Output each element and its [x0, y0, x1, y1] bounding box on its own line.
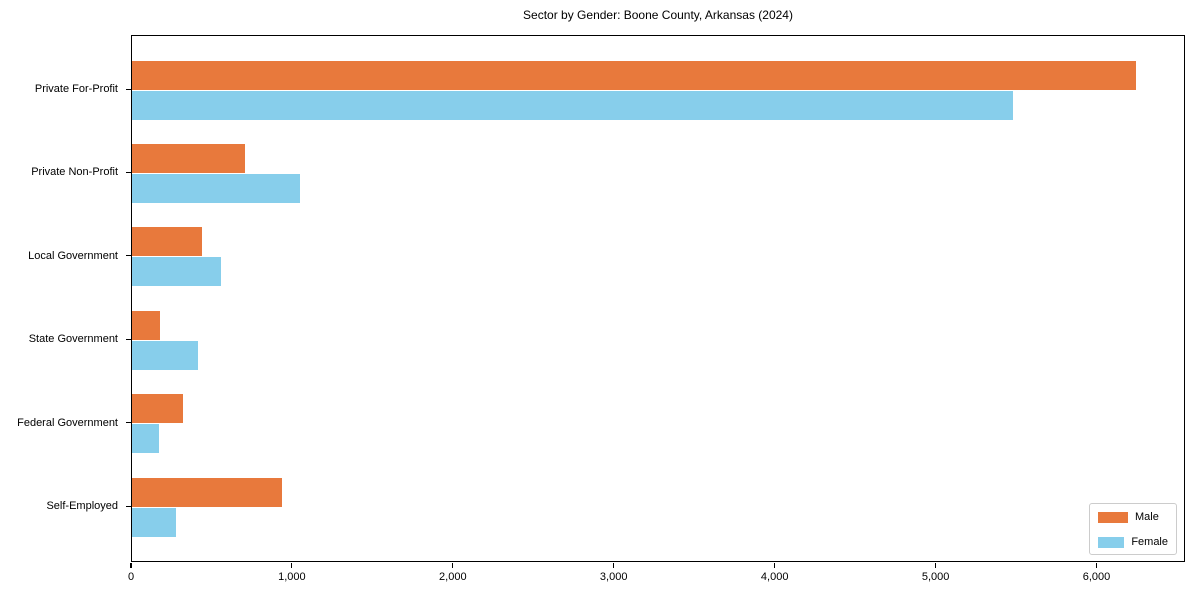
- bar-female-self-employed: [132, 507, 177, 537]
- x-tick-mark: [774, 563, 776, 568]
- y-tick-label: Self-Employed: [46, 500, 118, 512]
- x-tick-label: 1,000: [278, 571, 306, 583]
- x-tick-mark: [452, 563, 454, 568]
- chart-title: Sector by Gender: Boone County, Arkansas…: [523, 8, 793, 22]
- y-tick-mark: [126, 171, 131, 174]
- bar-female-private-non-profit: [132, 173, 301, 203]
- bar-female-private-for-profit: [132, 90, 1013, 120]
- legend-label-female: Female: [1131, 536, 1168, 548]
- y-tick-label: Local Government: [28, 249, 118, 262]
- female-swatch: [1098, 536, 1125, 548]
- x-tick-mark: [935, 563, 937, 568]
- male-swatch: [1098, 511, 1128, 523]
- bar-male-local-government: [132, 227, 202, 257]
- y-tick-label: Private For-Profit: [34, 83, 118, 95]
- legend-item-female: Female: [1098, 536, 1168, 548]
- x-tick-label: 2,000: [439, 571, 467, 583]
- legend-item-male: Male: [1098, 511, 1168, 523]
- bar-female-federal-government: [132, 424, 160, 454]
- plot-area: [131, 35, 1185, 562]
- x-tick-label: 3,000: [599, 571, 628, 583]
- bar-male-state-government: [132, 310, 161, 340]
- x-tick-mark: [613, 563, 615, 568]
- y-tick-label: Federal Government: [17, 416, 118, 429]
- y-tick-mark: [126, 505, 131, 507]
- legend-label-male: Male: [1135, 511, 1159, 523]
- legend: Male Female: [1089, 503, 1177, 555]
- bar-female-state-government: [132, 340, 198, 370]
- x-tick-mark: [291, 563, 293, 568]
- y-tick-label: Private Non-Profit: [31, 166, 118, 179]
- bar-male-self-employed: [132, 477, 282, 507]
- x-tick-label: 0: [127, 571, 135, 583]
- x-tick-mark: [130, 563, 132, 568]
- x-tick-label: 5,000: [921, 571, 950, 583]
- bar-male-private-non-profit: [132, 143, 245, 173]
- bar-female-local-government: [132, 257, 222, 287]
- x-tick-label: 6,000: [1082, 571, 1111, 583]
- y-tick-mark: [126, 338, 131, 340]
- y-tick-mark: [126, 88, 131, 90]
- bar-male-private-for-profit: [132, 60, 1137, 90]
- y-tick-mark: [126, 422, 131, 424]
- y-tick-label: State Government: [28, 333, 118, 346]
- x-tick-mark: [1095, 563, 1098, 568]
- y-tick-mark: [126, 255, 131, 257]
- x-tick-label: 4,000: [760, 571, 789, 583]
- bar-male-federal-government: [132, 394, 183, 424]
